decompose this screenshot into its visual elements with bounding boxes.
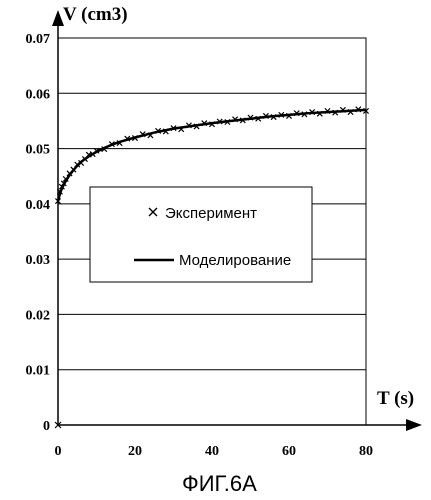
y-tick-label: 0.07: [26, 32, 51, 47]
x-axis-arrow-icon: [406, 419, 422, 431]
y-tick-label: 0.04: [26, 198, 51, 213]
x-axis-title: T (s): [377, 388, 414, 409]
y-tick-label: 0.06: [26, 87, 51, 102]
y-tick-label: 0.03: [26, 253, 51, 268]
y-tick-label: 0.01: [26, 364, 51, 379]
figure-caption: ФИГ.6А: [182, 471, 257, 496]
x-tick-label: 40: [205, 444, 219, 459]
legend: Эксперимент Моделирование: [90, 187, 312, 282]
x-tick-label: 20: [128, 444, 142, 459]
x-tick-label: 0: [55, 444, 62, 459]
y-tick-labels: 0 0.01 0.02 0.03 0.04 0.05 0.06 0.07: [26, 32, 51, 434]
x-tick-labels: 0 20 40 60 80: [55, 444, 374, 459]
legend-label-experiment: Эксперимент: [165, 205, 257, 222]
y-tick-label: 0.02: [26, 308, 51, 323]
y-tick-label: 0.05: [26, 143, 51, 158]
legend-label-model: Моделирование: [179, 252, 291, 269]
x-tick-label: 80: [359, 444, 373, 459]
y-tick-label: 0: [43, 419, 50, 434]
y-axis-title: V (cm3): [63, 4, 128, 25]
x-tick-label: 60: [282, 444, 296, 459]
